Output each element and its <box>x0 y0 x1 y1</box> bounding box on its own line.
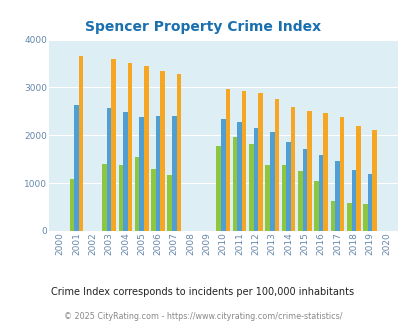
Bar <box>123 112 128 231</box>
Bar <box>79 56 83 231</box>
Bar <box>248 144 253 231</box>
Bar <box>111 59 116 231</box>
Bar <box>346 203 351 231</box>
Bar <box>318 155 323 231</box>
Bar <box>167 176 172 231</box>
Bar <box>241 91 246 231</box>
Bar <box>225 89 230 231</box>
Bar <box>102 164 107 231</box>
Bar <box>313 181 318 231</box>
Bar <box>216 146 220 231</box>
Bar <box>367 174 371 231</box>
Bar <box>232 137 237 231</box>
Bar <box>128 63 132 231</box>
Bar <box>253 128 258 231</box>
Text: © 2025 CityRating.com - https://www.cityrating.com/crime-statistics/: © 2025 CityRating.com - https://www.city… <box>64 312 341 321</box>
Bar <box>362 204 367 231</box>
Bar <box>339 116 343 231</box>
Bar <box>107 108 111 231</box>
Bar <box>139 117 144 231</box>
Bar <box>302 149 307 231</box>
Bar <box>307 111 311 231</box>
Bar <box>330 201 335 231</box>
Bar <box>134 157 139 231</box>
Bar <box>156 116 160 231</box>
Text: Spencer Property Crime Index: Spencer Property Crime Index <box>85 20 320 34</box>
Bar <box>258 93 262 231</box>
Bar <box>351 170 355 231</box>
Bar <box>144 66 148 231</box>
Bar <box>69 179 74 231</box>
Bar <box>160 71 164 231</box>
Bar <box>335 161 339 231</box>
Bar <box>265 165 269 231</box>
Bar <box>237 122 241 231</box>
Bar <box>220 118 225 231</box>
Bar <box>176 74 181 231</box>
Bar <box>274 99 278 231</box>
Bar <box>281 165 286 231</box>
Bar <box>355 126 360 231</box>
Bar <box>118 165 123 231</box>
Bar <box>371 130 376 231</box>
Text: Crime Index corresponds to incidents per 100,000 inhabitants: Crime Index corresponds to incidents per… <box>51 287 354 297</box>
Bar <box>74 105 79 231</box>
Bar <box>297 171 302 231</box>
Bar <box>172 116 176 231</box>
Bar <box>323 113 327 231</box>
Bar <box>151 169 156 231</box>
Bar <box>290 107 295 231</box>
Bar <box>286 142 290 231</box>
Bar <box>269 132 274 231</box>
